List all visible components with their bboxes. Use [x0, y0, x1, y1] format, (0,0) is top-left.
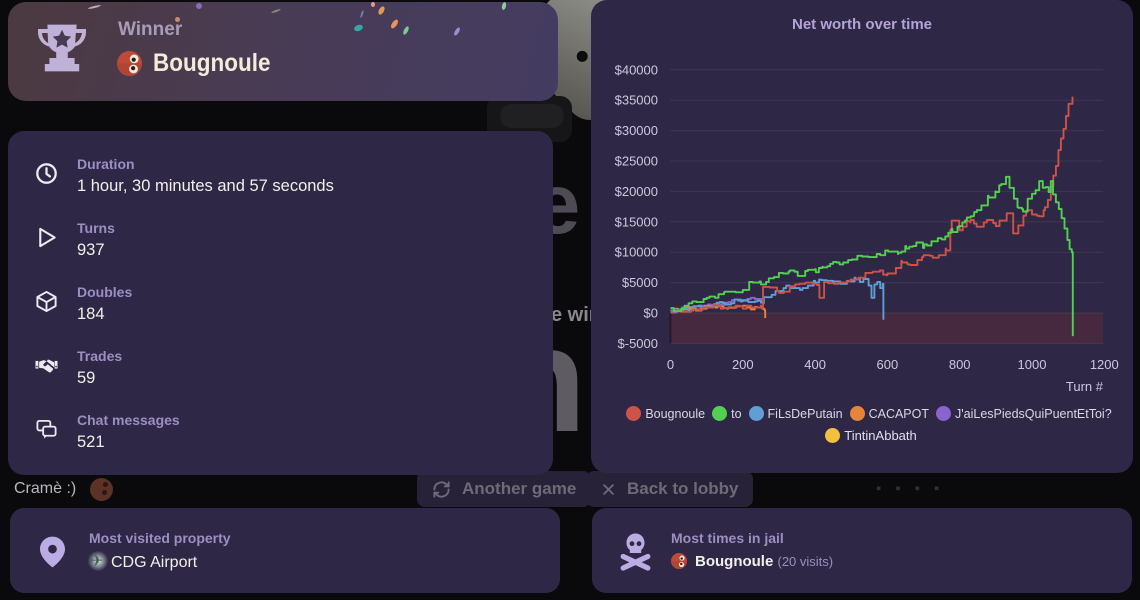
svg-text:600: 600: [877, 357, 899, 372]
svg-text:$25000: $25000: [615, 154, 658, 169]
svg-text:$15000: $15000: [615, 214, 658, 229]
svg-text:0: 0: [667, 357, 674, 372]
svg-text:200: 200: [732, 357, 754, 372]
svg-text:400: 400: [804, 357, 826, 372]
svg-text:$-5000: $-5000: [618, 336, 658, 351]
svg-text:$40000: $40000: [615, 62, 658, 77]
svg-text:$35000: $35000: [615, 93, 658, 108]
svg-text:Turn #: Turn #: [1066, 379, 1104, 394]
svg-text:$20000: $20000: [615, 184, 658, 199]
svg-text:$10000: $10000: [615, 245, 658, 260]
svg-text:800: 800: [949, 357, 971, 372]
svg-text:$30000: $30000: [615, 123, 658, 138]
svg-text:$0: $0: [644, 306, 658, 321]
svg-text:$5000: $5000: [622, 275, 658, 290]
svg-text:1200: 1200: [1090, 357, 1119, 372]
svg-text:1000: 1000: [1018, 357, 1047, 372]
